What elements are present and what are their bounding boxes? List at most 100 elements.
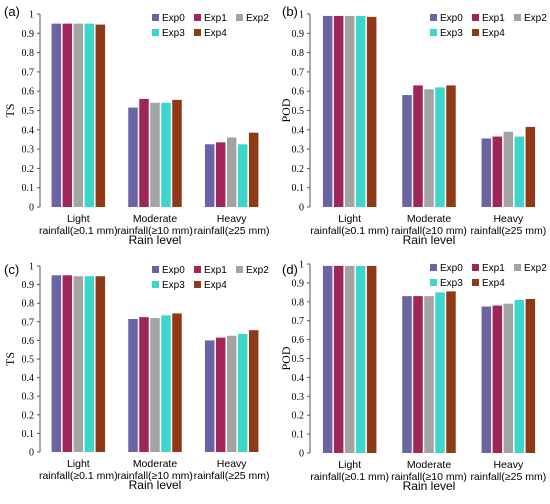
legend-label: Exp0	[162, 265, 185, 276]
legend-label: Exp0	[440, 13, 463, 24]
y-tick-label: 0.7	[292, 316, 305, 327]
x-category-label: Light	[67, 213, 90, 225]
bar	[237, 333, 248, 452]
y-tick-label: 0.8	[292, 48, 305, 59]
legend-swatch	[194, 29, 201, 36]
bar	[62, 275, 73, 452]
bar	[525, 298, 536, 453]
y-axis-title: POD	[279, 346, 293, 370]
x-category-label: Moderate	[133, 213, 178, 225]
bar	[204, 144, 215, 207]
legend-label: Exp3	[162, 28, 185, 39]
bar	[481, 306, 492, 453]
x-category-label: Light	[338, 213, 361, 225]
y-tick-label: 0	[299, 449, 304, 460]
legend-swatch	[152, 14, 159, 21]
legend-label: Exp1	[204, 13, 227, 24]
bar	[333, 265, 344, 453]
legend-swatch	[472, 279, 479, 286]
x-category-label: rainfall(≥25 mm)	[470, 471, 546, 483]
legend-swatch	[236, 266, 243, 273]
bar	[51, 23, 62, 208]
bar	[424, 296, 434, 453]
y-tick-label: 0.2	[22, 164, 35, 175]
y-tick-label: 0.5	[292, 106, 305, 117]
legend-label: Exp0	[440, 263, 463, 274]
bar	[150, 102, 160, 207]
x-category-label: Moderate	[407, 213, 452, 225]
panel-label: (d)	[282, 262, 298, 277]
bar	[215, 142, 226, 207]
x-category-label: Moderate	[133, 458, 178, 470]
y-axis-title: TS	[3, 103, 17, 117]
x-category-label: rainfall(≥0.1 mm)	[39, 470, 118, 482]
legend-label: Exp2	[524, 13, 547, 24]
legend: Exp0 Exp1 Exp2 Exp3 Exp4	[430, 263, 547, 289]
legend-swatch	[514, 14, 521, 21]
y-tick-label: 1	[29, 262, 34, 273]
legend-swatch	[514, 264, 521, 271]
bar	[492, 305, 503, 453]
legend-label: Exp0	[162, 13, 185, 24]
bar	[128, 319, 138, 452]
legend: Exp0 Exp1 Exp2 Exp3 Exp4	[430, 13, 547, 39]
legend-label: Exp4	[204, 28, 227, 39]
bar	[355, 15, 366, 208]
bar	[150, 318, 160, 452]
y-tick-label: 0.1	[292, 430, 305, 441]
panel-b: (b) POD Rain level 0 0.1 0.2 0.3 0.4 0.5 0.6 0.…	[279, 4, 547, 247]
bar	[525, 126, 536, 207]
y-tick-label: 0.4	[292, 125, 305, 136]
x-category-label: rainfall(≥0.1 mm)	[310, 225, 389, 237]
bar	[161, 102, 171, 207]
y-tick-label: 0.5	[22, 106, 35, 117]
bar	[514, 299, 525, 453]
bar	[366, 16, 377, 207]
panel-label: (c)	[4, 262, 19, 277]
panel-d: (d) POD Rain level 0 0.1 0.2 0.3 0.4 0.5 0.6 0.…	[279, 260, 547, 494]
y-tick-label: 1	[299, 260, 304, 271]
legend-label: Exp2	[246, 265, 269, 276]
y-tick-label: 0.3	[22, 392, 35, 403]
bar	[333, 15, 344, 208]
y-tick-label: 0.4	[22, 125, 35, 136]
y-tick-label: 0.9	[22, 280, 35, 291]
legend-swatch	[430, 264, 437, 271]
bar	[248, 132, 259, 207]
legend-label: Exp1	[204, 265, 227, 276]
x-category-label: rainfall(≥10 mm)	[117, 225, 193, 237]
y-tick-label: 0.5	[292, 354, 305, 365]
bar	[322, 15, 333, 208]
x-category-label: rainfall(≥10 mm)	[391, 225, 467, 237]
bar	[366, 265, 377, 453]
bar	[51, 275, 62, 452]
y-tick-label: 0.3	[292, 392, 305, 403]
bar	[84, 276, 95, 452]
bar	[172, 313, 182, 452]
bar	[248, 330, 259, 452]
bar	[435, 87, 445, 207]
y-tick-label: 1	[299, 10, 304, 21]
legend-swatch	[472, 14, 479, 21]
y-tick-label: 1	[29, 10, 34, 21]
x-category-label: Heavy	[217, 213, 248, 225]
x-category-label: Moderate	[407, 459, 452, 471]
bar	[226, 137, 237, 207]
y-tick-label: 0.7	[292, 67, 305, 78]
x-category-label: rainfall(≥25 mm)	[470, 225, 546, 237]
bar	[492, 136, 503, 207]
legend-swatch	[152, 29, 159, 36]
y-tick-label: 0	[299, 203, 304, 214]
y-tick-label: 0.8	[292, 297, 305, 308]
legend-label: Exp1	[482, 263, 505, 274]
legend-swatch	[194, 281, 201, 288]
y-tick-label: 0.4	[22, 373, 35, 384]
bar	[424, 89, 434, 207]
legend-label: Exp2	[524, 263, 547, 274]
y-tick-label: 0.9	[292, 29, 305, 40]
legend-swatch	[472, 264, 479, 271]
y-tick-label: 0.9	[292, 278, 305, 289]
bar	[215, 337, 226, 452]
y-tick-label: 0	[29, 203, 34, 214]
legend-swatch	[152, 281, 159, 288]
